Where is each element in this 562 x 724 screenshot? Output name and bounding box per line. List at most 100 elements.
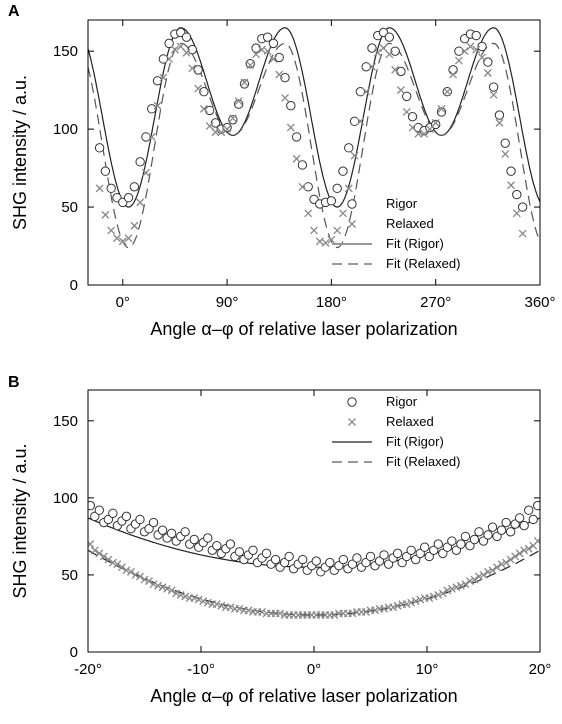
- rigor-point: [144, 524, 154, 534]
- relaxed-point: [104, 555, 113, 564]
- rigor-point: [123, 193, 134, 203]
- rigor-point: [494, 110, 505, 120]
- legend-label: Fit (Rigor): [386, 434, 444, 449]
- rigor-point: [488, 82, 499, 92]
- rigor-point: [407, 111, 418, 122]
- relaxed-point: [489, 90, 498, 99]
- relaxed-point: [188, 64, 197, 73]
- plot-frame: [87, 19, 541, 286]
- legend-relaxed-marker: [348, 418, 356, 426]
- x-tick-label: 0°: [116, 294, 130, 311]
- relaxed-point: [292, 154, 301, 163]
- rigor-point: [506, 166, 516, 176]
- legend-label: Fit (Rigor): [386, 236, 444, 251]
- relaxed-point: [461, 580, 470, 589]
- rigor-point: [436, 107, 447, 117]
- rigor-point: [492, 531, 502, 542]
- rigor-point: [291, 132, 302, 142]
- relaxed-point: [246, 61, 255, 70]
- rigor-point: [384, 32, 395, 42]
- relaxed-point: [456, 581, 465, 590]
- relaxed-point: [199, 597, 208, 606]
- legend: Rigor Relaxed Fit (Rigor) Fit (Relaxed): [332, 394, 460, 469]
- rigor-point: [500, 138, 510, 148]
- relaxed-point: [90, 546, 99, 555]
- rigor-point: [374, 556, 385, 566]
- relaxed-point: [466, 42, 475, 51]
- relaxed-point: [411, 597, 420, 606]
- panel-a: A 0° 90° 180° 270° 360° 0 50 100 150 Angle α–φ of …: [8, 3, 556, 339]
- rigor-point: [262, 32, 273, 42]
- y-tick-label: 150: [53, 43, 78, 60]
- x-axis-title: Angle α–φ of relative laser polarization: [150, 319, 457, 339]
- legend-label: Relaxed: [386, 216, 434, 231]
- relaxed-point: [518, 229, 527, 238]
- rigor-point: [261, 548, 272, 559]
- rigor-point: [90, 511, 100, 522]
- relaxed-point: [141, 168, 150, 177]
- relaxed-point: [154, 581, 163, 590]
- rigor-point: [199, 87, 209, 97]
- rigor-point: [424, 551, 434, 562]
- rigor-point: [334, 560, 344, 571]
- relaxed-point: [414, 129, 423, 138]
- relaxed-point: [140, 575, 149, 584]
- relaxed-point: [478, 53, 487, 62]
- rigor-point: [268, 38, 279, 49]
- rigor-point: [158, 54, 169, 64]
- relaxed-point: [257, 45, 266, 54]
- relaxed-point: [258, 607, 266, 616]
- rigor-point: [514, 513, 525, 523]
- relaxed-point: [416, 595, 425, 604]
- rigor-point: [456, 539, 466, 549]
- relaxed-point: [315, 237, 324, 246]
- rigor-point: [106, 183, 116, 194]
- relaxed-point: [333, 226, 342, 235]
- relaxed-point: [176, 591, 185, 599]
- y-tick-label: 50: [61, 199, 78, 216]
- relaxed-point: [212, 600, 221, 609]
- relaxed-point: [495, 118, 504, 127]
- rigor-point: [222, 122, 232, 133]
- rigor-point: [524, 505, 534, 515]
- rigor-point: [448, 65, 458, 75]
- x-tick-label: 180°: [316, 294, 347, 311]
- relaxed-point: [107, 226, 116, 235]
- relaxed-point: [330, 611, 339, 619]
- rigor-point: [180, 527, 190, 537]
- relaxed-point: [367, 62, 376, 71]
- relaxed-point: [488, 566, 497, 575]
- relaxed-point: [407, 598, 416, 607]
- relaxed-point: [420, 129, 429, 138]
- relaxed-point: [438, 589, 447, 598]
- rigor-point: [212, 540, 222, 551]
- relaxed-point: [113, 560, 122, 569]
- rigor-point: [474, 527, 484, 537]
- rigor-point: [528, 514, 538, 525]
- legend: Rigor Relaxed Fit (Rigor) Fit (Relaxed): [332, 196, 460, 271]
- x-tick-label: 0°: [307, 661, 321, 678]
- rigor-point: [228, 115, 238, 125]
- relaxed-point: [263, 47, 272, 56]
- legend-label: Rigor: [386, 394, 418, 409]
- relaxed-point: [339, 209, 347, 218]
- rigor-point: [94, 143, 105, 153]
- relaxed-point: [211, 128, 220, 137]
- relaxed-point: [373, 48, 382, 57]
- relaxed-point: [95, 549, 104, 558]
- rigor-point: [286, 101, 296, 111]
- rigor-point: [274, 52, 284, 63]
- rigor-point: [383, 559, 394, 569]
- relaxed-point: [99, 552, 108, 561]
- relaxed-point: [203, 598, 212, 607]
- y-tick-label: 0: [70, 644, 78, 661]
- relaxed-point: [269, 55, 278, 63]
- relaxed-point: [147, 132, 156, 141]
- rigor-point: [88, 500, 95, 511]
- panel-b: B -20° -10° 0° 10° 20° 0 50 100 150 Angle α–φ of r…: [8, 374, 551, 706]
- relaxed-point: [275, 70, 284, 79]
- relaxed-point: [235, 604, 244, 613]
- rigor-point: [505, 527, 516, 537]
- relaxed-point: [350, 151, 359, 160]
- rigor-point: [141, 132, 151, 142]
